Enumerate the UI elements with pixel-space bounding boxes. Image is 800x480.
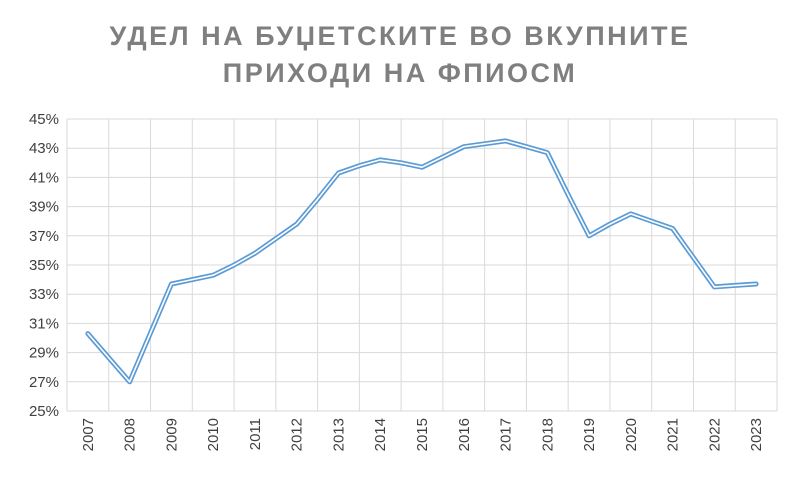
x-tick-label: 2022 xyxy=(706,418,723,451)
x-tick-label: 2014 xyxy=(372,418,389,451)
series-line-inner xyxy=(87,140,757,383)
y-tick-label: 45% xyxy=(29,111,59,128)
x-tick-label: 2011 xyxy=(247,418,264,450)
y-axis-ticks: 25% 27% 29% 31% 33% 35% 37% 39% 41% 43% 45% xyxy=(29,111,59,420)
y-tick-label: 39% xyxy=(29,199,59,216)
chart-title-line-2: ПРИХОДИ НА ФПИОСМ xyxy=(222,58,578,88)
x-tick-label: 2021 xyxy=(665,418,682,451)
x-tick-label: 2018 xyxy=(539,418,556,451)
x-tick-label: 2010 xyxy=(205,418,222,451)
chart-title: УДЕЛ НА БУЏЕТСКИТЕ ВО ВКУПНИТЕ ПРИХОДИ Н… xyxy=(0,18,800,92)
x-tick-label: 2013 xyxy=(330,418,347,451)
y-tick-label: 43% xyxy=(29,140,59,157)
y-tick-label: 41% xyxy=(29,169,59,186)
y-tick-label: 27% xyxy=(29,374,59,391)
x-tick-label: 2023 xyxy=(748,418,765,451)
x-tick-label: 2019 xyxy=(581,418,598,451)
gridlines xyxy=(66,118,778,412)
y-tick-label: 29% xyxy=(29,345,59,362)
x-tick-label: 2009 xyxy=(163,418,180,451)
y-tick-label: 33% xyxy=(29,286,59,303)
chart-title-line-1: УДЕЛ НА БУЏЕТСКИТЕ ВО ВКУПНИТЕ xyxy=(109,21,691,51)
x-axis-ticks: 2007 2008 2009 2010 2011 2012 2013 2014 2015 2016… xyxy=(80,418,765,451)
x-tick-label: 2015 xyxy=(414,418,431,451)
x-tick-label: 2017 xyxy=(498,418,515,451)
x-tick-label: 2020 xyxy=(623,418,640,451)
x-tick-label: 2008 xyxy=(122,418,139,451)
y-tick-label: 37% xyxy=(29,228,59,245)
x-tick-label: 2012 xyxy=(289,418,306,451)
y-tick-label: 31% xyxy=(29,315,59,332)
y-tick-label: 25% xyxy=(29,403,59,420)
y-tick-label: 35% xyxy=(29,257,59,274)
series-lines xyxy=(85,138,759,385)
x-tick-label: 2007 xyxy=(80,418,97,451)
x-tick-label: 2016 xyxy=(456,418,473,451)
